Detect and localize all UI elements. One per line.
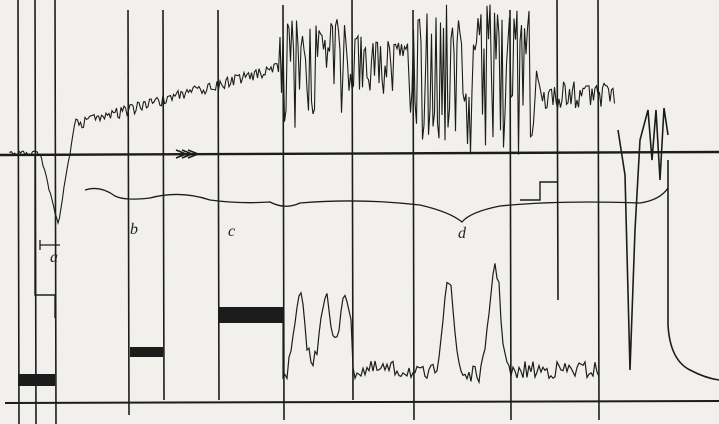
label-b: b xyxy=(130,221,138,238)
lower-trace xyxy=(282,263,600,385)
arrow xyxy=(175,149,201,159)
time-marker xyxy=(597,0,600,421)
brace xyxy=(84,187,669,223)
band xyxy=(218,307,283,323)
label-d: d xyxy=(458,225,467,242)
step-lines xyxy=(34,155,557,318)
time-marker xyxy=(127,9,130,416)
time-marker xyxy=(351,0,354,401)
time-marker xyxy=(412,9,415,421)
time-markers xyxy=(17,0,600,424)
time-marker xyxy=(217,9,220,401)
time-marker xyxy=(17,0,20,424)
label-a: a xyxy=(50,249,58,266)
time-marker xyxy=(54,0,57,424)
bottom-line xyxy=(4,400,719,404)
time-marker xyxy=(162,9,165,401)
baseline xyxy=(0,150,719,157)
traces xyxy=(9,4,669,386)
label-c: c xyxy=(228,223,235,240)
upper-trace xyxy=(9,4,616,226)
right-trace xyxy=(617,107,669,371)
band xyxy=(18,374,55,386)
bracket-a xyxy=(39,240,60,250)
band xyxy=(130,347,163,357)
right-curve xyxy=(667,160,719,381)
time-marker xyxy=(556,0,559,301)
